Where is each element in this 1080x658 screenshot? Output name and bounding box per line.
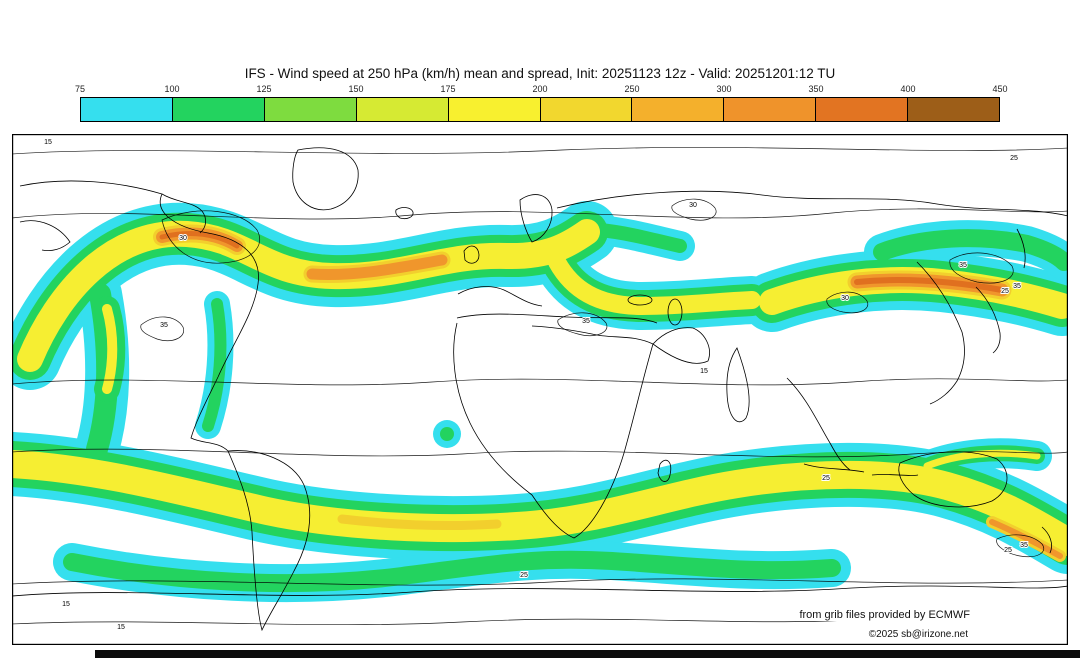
contour-label: 25 <box>1001 288 1009 295</box>
colorbar-tick: 300 <box>716 84 732 94</box>
colorbar-segment <box>448 98 541 121</box>
attribution-source: from grib files provided by ECMWF <box>797 609 972 621</box>
spread-contours <box>13 147 1067 626</box>
colorbar-segment <box>81 98 173 121</box>
contour-label: 30 <box>179 235 187 242</box>
colorbar-tick: 125 <box>256 84 272 94</box>
contour-label: 30 <box>689 202 697 209</box>
colorbar-tick: 200 <box>532 84 548 94</box>
colorbar-segment <box>632 98 725 121</box>
contour-label: 15 <box>700 368 708 375</box>
contour-label: 35 <box>959 262 967 269</box>
colorbar-tick: 75 <box>74 84 86 94</box>
colorbar-tick: 175 <box>440 84 456 94</box>
colorbar <box>80 97 1000 122</box>
colorbar-tick: 250 <box>624 84 640 94</box>
colorbar-segment <box>724 98 817 121</box>
colorbar-tick: 150 <box>348 84 364 94</box>
contour-label: 15 <box>62 601 70 608</box>
colorbar-segment <box>540 98 633 121</box>
contour-labels: 15 25 30 30 35 35 30 35 25 35 15 25 25 3… <box>43 138 1029 632</box>
colorbar-segment <box>356 98 449 121</box>
attribution-copyright: ©2025 sb@irizone.net <box>866 629 970 640</box>
contour-label: 15 <box>44 139 52 146</box>
contour-label: 25 <box>822 475 830 482</box>
bottom-bar <box>95 650 1080 658</box>
colorbar-ticks: 75 100 125 150 175 200 250 300 350 400 4… <box>0 84 1080 96</box>
colorbar-tick: 100 <box>164 84 180 94</box>
contour-label: 35 <box>1013 283 1021 290</box>
contour-label: 35 <box>160 322 168 329</box>
contour-label: 25 <box>520 572 528 579</box>
colorbar-segment <box>264 98 357 121</box>
wind-speed-filled-bands <box>12 230 1068 583</box>
contour-label: 15 <box>117 624 125 631</box>
colorbar-segment <box>908 98 1000 121</box>
coastlines <box>13 147 1067 632</box>
contour-label: 35 <box>1020 542 1028 549</box>
world-map: 15 25 30 30 35 35 30 35 25 35 15 25 25 3… <box>12 134 1069 645</box>
colorbar-segment <box>172 98 265 121</box>
contour-label: 25 <box>1004 547 1012 554</box>
wind-speed-map-svg: 15 25 30 30 35 35 30 35 25 35 15 25 25 3… <box>12 134 1069 645</box>
colorbar-tick: 450 <box>992 84 1008 94</box>
chart-title: IFS - Wind speed at 250 hPa (km/h) mean … <box>244 66 836 81</box>
map-frame <box>12 134 1069 645</box>
contour-label: 25 <box>1010 155 1018 162</box>
colorbar-segment <box>816 98 909 121</box>
contour-label: 30 <box>841 295 849 302</box>
colorbar-tick: 350 <box>808 84 824 94</box>
colorbar-tick: 400 <box>900 84 916 94</box>
contour-label: 35 <box>582 318 590 325</box>
